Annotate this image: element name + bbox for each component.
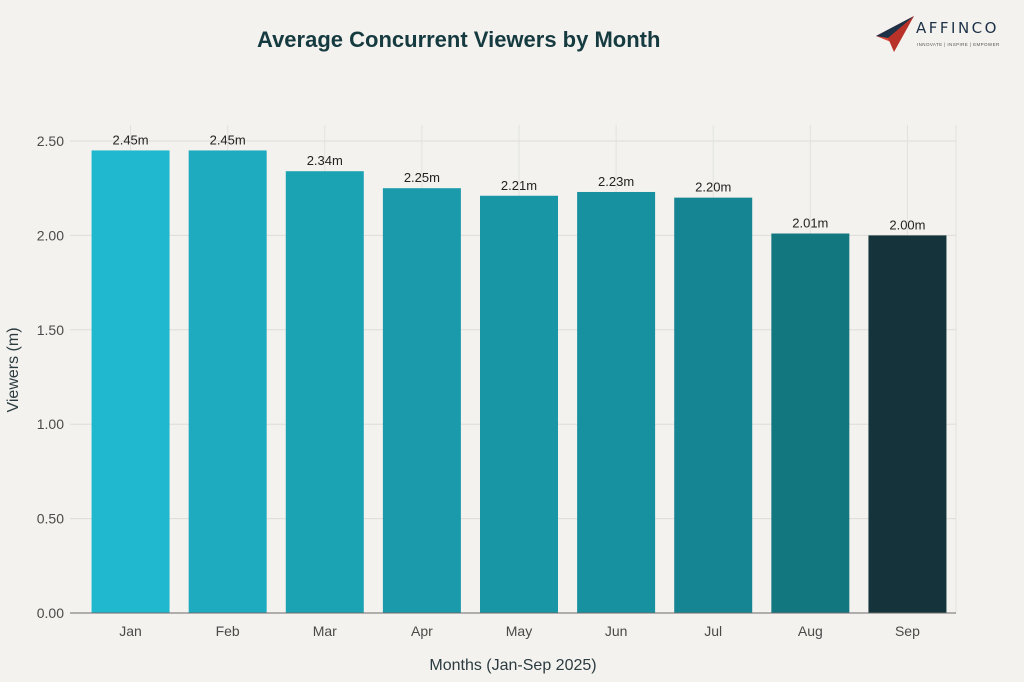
bar-value-label: 2.21m — [501, 178, 537, 193]
logo-wordmark: AFFINCO — [916, 19, 999, 37]
bar-jul — [674, 197, 753, 613]
bar-jan — [91, 150, 170, 613]
x-tick-label: Feb — [216, 623, 240, 639]
bar-aug — [771, 233, 850, 613]
paper-plane-icon — [876, 16, 914, 52]
x-tick-label: Jan — [119, 623, 142, 639]
bars — [91, 150, 947, 613]
y-tick-label: 0.50 — [37, 511, 64, 527]
bar-mar — [285, 171, 364, 613]
bar-value-label: 2.20m — [695, 180, 731, 195]
y-tick-label: 1.50 — [37, 322, 64, 338]
x-tick-label: Apr — [411, 623, 433, 639]
y-axis-title: Viewers (m) — [5, 327, 22, 412]
x-axis-title: Months (Jan-Sep 2025) — [429, 657, 596, 674]
bar-value-label: 2.45m — [112, 132, 148, 147]
x-axis-ticks: Jan Feb Mar Apr May Jun Jul Aug Sep — [119, 623, 920, 639]
x-tick-label: Mar — [313, 623, 337, 639]
y-axis-ticks: 0.00 0.50 1.00 1.50 2.00 2.50 — [37, 133, 64, 621]
bar-value-label: 2.01m — [792, 216, 828, 231]
x-tick-label: Sep — [895, 623, 920, 639]
bar-value-label: 2.34m — [307, 153, 343, 168]
bar-value-label: 2.45m — [210, 132, 246, 147]
brand-logo: AFFINCO INNOVATE | INSPIRE | EMPOWER — [874, 12, 1014, 56]
x-tick-label: Jul — [704, 623, 722, 639]
y-tick-label: 1.00 — [37, 416, 64, 432]
bar-feb — [188, 150, 267, 613]
x-tick-label: May — [506, 623, 532, 639]
bar-labels: 2.45m 2.45m 2.34m 2.25m 2.21m 2.23m 2.20m 2.01m… — [112, 132, 925, 232]
x-tick-label: Aug — [798, 623, 823, 639]
bar-apr — [382, 188, 461, 613]
logo-tagline: INNOVATE | INSPIRE | EMPOWER — [917, 42, 1000, 47]
x-tick-label: Jun — [605, 623, 628, 639]
y-tick-label: 2.50 — [37, 133, 64, 149]
chart-title: Average Concurrent Viewers by Month — [257, 27, 661, 52]
y-tick-label: 2.00 — [37, 227, 64, 243]
y-tick-label: 0.00 — [37, 605, 64, 621]
bar-value-label: 2.00m — [889, 217, 925, 232]
bar-value-label: 2.25m — [404, 170, 440, 185]
bar-value-label: 2.23m — [598, 174, 634, 189]
bar-may — [480, 195, 558, 613]
bar-jun — [577, 191, 656, 613]
bar-sep — [868, 235, 947, 613]
